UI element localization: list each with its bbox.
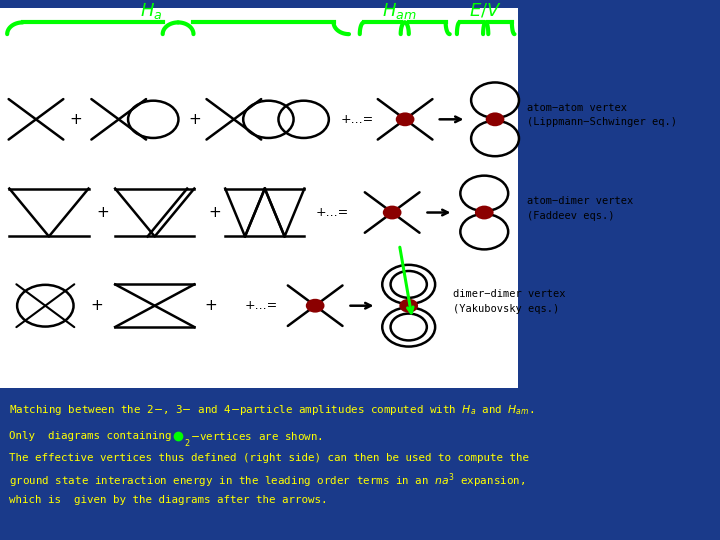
Text: +: + — [69, 112, 82, 127]
Circle shape — [400, 299, 418, 313]
Text: +...=: +...= — [245, 299, 278, 312]
Circle shape — [475, 206, 494, 219]
Text: +...=: +...= — [341, 113, 374, 126]
Text: atom−atom vertex
(Lippmann−Schwinger eq.): atom−atom vertex (Lippmann−Schwinger eq.… — [527, 103, 677, 127]
Text: $H_a$: $H_a$ — [140, 1, 162, 21]
Text: +: + — [208, 205, 221, 220]
Circle shape — [486, 112, 505, 126]
Text: +...=: +...= — [316, 206, 349, 219]
Text: +: + — [188, 112, 201, 127]
Text: 2: 2 — [184, 438, 189, 448]
Circle shape — [306, 299, 325, 313]
Text: The effective vertices thus defined (right side) can then be used to compute the: The effective vertices thus defined (rig… — [9, 453, 528, 505]
Text: dimer−dimer vertex
(Yakubovsky eqs.): dimer−dimer vertex (Yakubovsky eqs.) — [454, 289, 566, 314]
Text: +: + — [96, 205, 109, 220]
Text: +: + — [204, 298, 217, 313]
Circle shape — [383, 206, 402, 219]
Text: Matching between the 2$-$, 3$-$ and 4$-$particle amplitudes computed with $H_a$ : Matching between the 2$-$, 3$-$ and 4$-$… — [9, 402, 534, 416]
Text: $-$vertices are shown.: $-$vertices are shown. — [190, 430, 323, 442]
Circle shape — [396, 112, 415, 126]
Text: atom−dimer vertex
(Faddeev eqs.): atom−dimer vertex (Faddeev eqs.) — [527, 196, 633, 221]
Text: Only  diagrams containing: Only diagrams containing — [9, 431, 178, 441]
FancyBboxPatch shape — [0, 8, 518, 388]
Text: $E/V$: $E/V$ — [469, 2, 502, 19]
Text: $H_{am}$: $H_{am}$ — [382, 1, 417, 21]
Text: +: + — [91, 298, 104, 313]
